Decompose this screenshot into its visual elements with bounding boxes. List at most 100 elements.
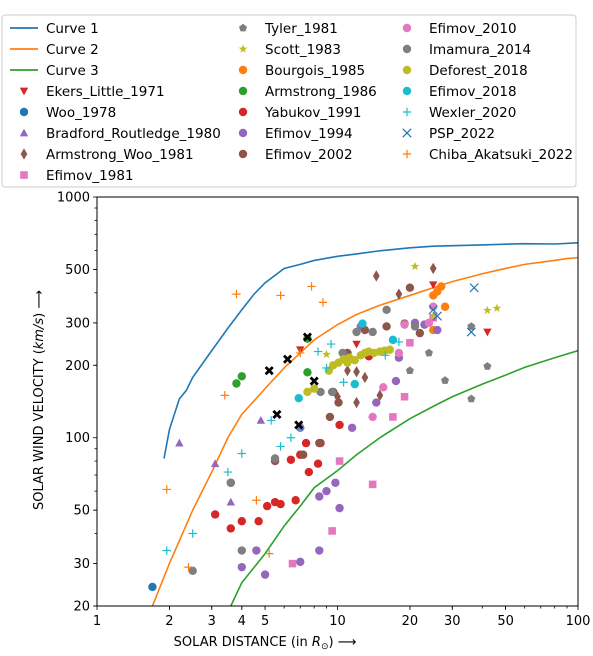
plot-area — [148, 242, 578, 606]
data-point-efimov-2010 — [400, 320, 409, 329]
legend-label: Scott_1983 — [265, 42, 341, 58]
legend-label: Curve 2 — [46, 42, 99, 58]
legend-entry-armstrong-woo-1981: Armstrong_Woo_1981 — [20, 147, 194, 163]
data-point-efimov-2018 — [388, 335, 398, 345]
data-point-yabukov-1991 — [313, 459, 323, 468]
data-point-wexler-2020 — [339, 378, 348, 387]
data-point-deforest-2018 — [343, 358, 352, 367]
data-point-mom-2021 — [272, 409, 282, 419]
legend-entry-woo-1978: Woo_1978 — [19, 105, 116, 121]
data-point-efimov-2010 — [379, 383, 388, 392]
data-point-efimov-2002 — [315, 438, 324, 448]
legend: Curve 1 Curve 2 Curve 3 Ekers_Little_1971 Wo… — [1, 14, 577, 188]
data-point-efimov-1994 — [260, 570, 270, 579]
legend-entry-yabukov-1991: Yabukov_1991 — [238, 105, 361, 121]
legend-entry-curve-1: Curve 1 — [10, 21, 99, 37]
y-tick-label: 1000 — [57, 191, 90, 206]
y-tick-label: 50 — [73, 504, 90, 519]
y-tick-label: 500 — [65, 263, 90, 278]
x-tick-label: 4 — [238, 614, 246, 629]
data-point-efimov-2010 — [429, 302, 438, 311]
data-point-efimov-1994 — [296, 557, 305, 567]
data-point-scott-1983 — [482, 305, 492, 315]
data-point-armstrong-1986 — [237, 372, 246, 381]
data-point-efimov-1994 — [237, 562, 246, 572]
data-point-wexler-2020 — [266, 416, 276, 425]
data-point-tyler-1981 — [424, 348, 433, 357]
legend-label: Imamura_2014 — [429, 42, 531, 58]
data-point-armstrong-1986 — [303, 368, 312, 377]
x-tick-label: 5 — [261, 614, 269, 629]
data-point-psp-2022 — [466, 327, 476, 337]
x-axis-label: SOLAR DISTANCE (in R⊙) ⟶ — [174, 635, 357, 652]
x-tick-label: 20 — [402, 614, 419, 629]
data-point-wexler-2020 — [237, 449, 246, 458]
legend-label: Efimov_1981 — [46, 168, 134, 184]
data-point-bourgois-1985 — [437, 282, 446, 291]
data-point-chiba-akatsuki-2022 — [307, 282, 316, 291]
legend-marker-swatch — [402, 65, 412, 75]
data-point-efimov-1994 — [391, 376, 401, 386]
data-point-efimov-1994 — [335, 503, 344, 513]
legend-entry-bradford-routledge-1980: Bradford_Routledge_1980 — [19, 126, 221, 142]
legend-box — [1, 14, 577, 188]
data-point-armstrong-woo-1981 — [429, 262, 437, 275]
data-point-yabukov-1991 — [237, 517, 246, 526]
data-point-chiba-akatsuki-2022 — [220, 391, 230, 400]
legend-entry-efimov-1994: Efimov_1994 — [238, 126, 353, 142]
data-point-efimov-2010 — [424, 318, 434, 328]
data-point-ekers-little-1971 — [483, 328, 492, 337]
data-point-yabukov-1991 — [270, 497, 280, 507]
legend-marker-swatch — [238, 107, 248, 117]
legend-label: Deforest_2018 — [429, 63, 528, 79]
data-point-efimov-2002 — [325, 412, 335, 422]
data-point-imamura-2014 — [327, 387, 337, 397]
data-point-ekers-little-1971 — [429, 281, 438, 290]
data-point-chiba-akatsuki-2022 — [318, 298, 328, 307]
data-point-efimov-1994 — [433, 325, 442, 335]
legend-marker-swatch — [19, 87, 29, 96]
curve-line-curve-2 — [151, 256, 578, 606]
data-point-bradford-routledge-1980 — [210, 459, 220, 468]
data-point-wexler-2020 — [394, 337, 404, 347]
data-point-deforest-2018 — [385, 345, 395, 354]
curve-line-curve-1 — [163, 242, 578, 459]
data-point-armstrong-woo-1981 — [353, 366, 360, 378]
plot-marks — [148, 242, 578, 606]
data-point-efimov-2002 — [334, 398, 343, 407]
data-point-wexler-2020 — [322, 363, 331, 373]
curve-line-curve-3 — [230, 349, 578, 606]
legend-marker-swatch — [238, 149, 248, 159]
x-tick-label: 3 — [208, 614, 216, 629]
data-point-imamura-2014 — [188, 566, 197, 576]
data-point-psp-2022 — [469, 283, 479, 293]
data-point-efimov-1981 — [288, 559, 297, 568]
legend-entry-efimov-2002: Efimov_2002 — [238, 147, 353, 163]
data-point-efimov-2010 — [368, 412, 377, 422]
y-tick-label: 20 — [73, 600, 90, 615]
data-point-efimov-2002 — [415, 328, 425, 338]
data-point-efimov-1981 — [335, 457, 344, 465]
x-tick-label: 100 — [566, 614, 591, 629]
x-tick-label: 30 — [444, 614, 461, 629]
data-point-wexler-2020 — [162, 546, 171, 555]
legend-marker-swatch — [402, 23, 412, 33]
data-point-tyler-1981 — [405, 366, 414, 375]
data-point-armstrong-woo-1981 — [372, 270, 380, 282]
legend-entry-efimov-2010: Efimov_2010 — [402, 21, 517, 37]
data-point-efimov-1994 — [315, 492, 324, 501]
legend-entry-curve-2: Curve 2 — [10, 42, 99, 58]
data-point-yabukov-1991 — [226, 524, 235, 533]
legend-marker-swatch — [238, 65, 248, 75]
data-point-imamura-2014 — [352, 327, 361, 337]
data-point-tyler-1981 — [441, 376, 450, 384]
data-point-yabukov-1991 — [304, 467, 314, 477]
data-point-chiba-akatsuki-2022 — [232, 289, 241, 299]
data-point-efimov-2002 — [405, 283, 415, 292]
data-point-yabukov-1991 — [335, 420, 344, 430]
legend-marker-swatch — [20, 171, 28, 179]
data-point-mom-2021 — [283, 354, 293, 364]
legend-marker-swatch — [402, 44, 412, 54]
legend-marker-swatch — [19, 107, 29, 117]
